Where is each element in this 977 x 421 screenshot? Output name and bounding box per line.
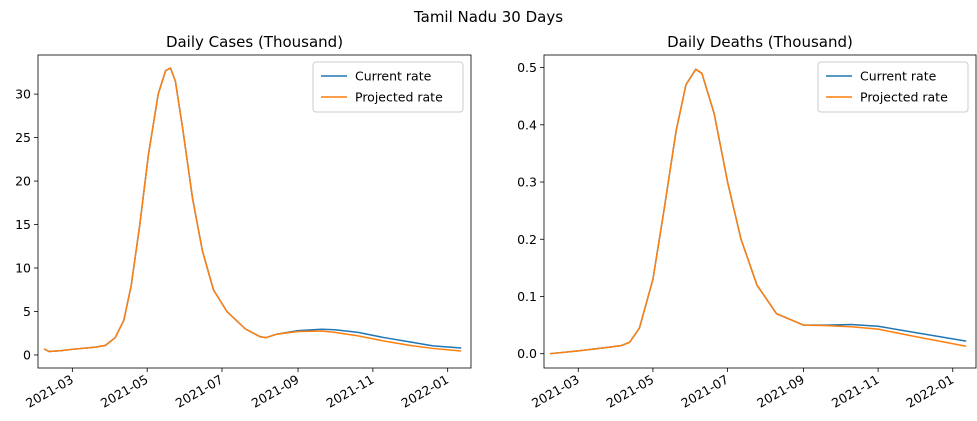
x-tick-label: 2021-07 [678,372,731,411]
x-tick-label: 2021-05 [604,372,657,411]
y-tick-label: 0.5 [517,60,537,75]
y-tick-label: 0.0 [517,346,537,361]
y-tick-label: 0 [23,347,31,362]
axes-frame [543,54,977,369]
axes-frame [37,54,472,369]
chart-title: Daily Cases (Thousand) [166,33,343,51]
legend-label: Current rate [355,69,432,84]
y-tick-label: 0.3 [517,175,537,190]
y-tick-label: 0.1 [517,289,537,304]
y-tick-label: 0.2 [517,232,537,247]
chart-title: Daily Deaths (Thousand) [667,33,853,51]
legend-label: Current rate [860,69,937,84]
series-line-projected-rate [43,67,462,353]
y-tick-label: 30 [15,87,31,102]
x-tick-label: 2021-09 [754,372,807,411]
legend-label: Projected rate [860,90,948,105]
y-tick-label: 15 [15,217,31,232]
y-tick-label: 20 [15,174,31,189]
y-tick-label: 10 [15,261,31,276]
x-tick-label: 2021-11 [829,372,882,411]
y-tick-label: 25 [15,130,31,145]
series-line-projected-rate [550,68,967,355]
y-tick-label: 5 [23,304,31,319]
legend-box [817,61,969,113]
legend-box [312,61,464,113]
x-tick-label: 2021-03 [529,372,582,411]
legend-label: Projected rate [355,90,443,105]
y-tick-label: 0.4 [517,117,537,132]
figure-title: Tamil Nadu 30 Days [413,8,564,26]
x-tick-label: 2022-01 [904,372,957,411]
